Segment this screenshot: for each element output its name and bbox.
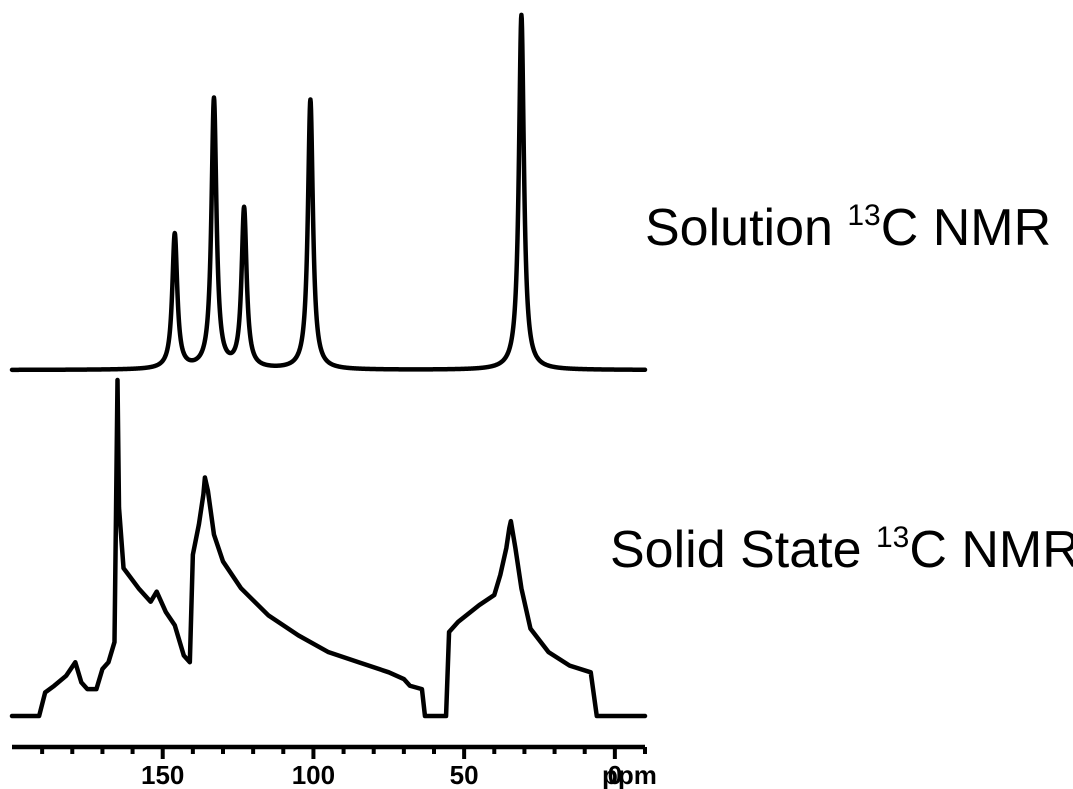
solid-label-sup: 13 xyxy=(876,521,909,554)
solution-label-prefix: Solution xyxy=(645,199,847,257)
axis-tick-labels: 150 100 50 0 xyxy=(141,760,622,789)
solid-label-prefix: Solid State xyxy=(610,521,876,579)
solid-state-nmr-label: Solid State 13C NMR xyxy=(610,521,1073,579)
solid-state-spectrum-line xyxy=(9,377,648,719)
spectra-traces xyxy=(9,12,648,719)
tick-label: 100 xyxy=(292,760,335,789)
solution-label-suffix: C NMR xyxy=(881,199,1051,257)
tick-label: 50 xyxy=(450,760,479,789)
ppm-axis: 150 100 50 0 ppm xyxy=(12,744,657,789)
axis-ticks xyxy=(40,747,647,759)
solid-label-suffix: C NMR xyxy=(909,521,1073,579)
solution-nmr-label: Solution 13C NMR xyxy=(645,199,1051,257)
solution-label-sup: 13 xyxy=(847,199,880,232)
tick-label: 0 xyxy=(608,760,622,789)
axis-unit-label: ppm xyxy=(602,760,657,789)
tick-label: 150 xyxy=(141,760,184,789)
solution-spectrum-line xyxy=(9,12,648,373)
